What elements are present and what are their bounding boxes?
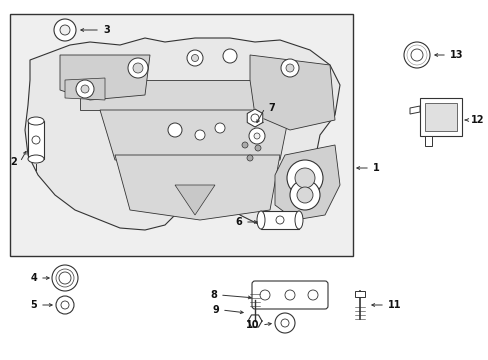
Circle shape <box>248 128 264 144</box>
Polygon shape <box>80 80 309 110</box>
Text: 7: 7 <box>267 103 274 113</box>
Circle shape <box>296 187 312 203</box>
Circle shape <box>223 49 237 63</box>
Polygon shape <box>100 110 289 160</box>
Circle shape <box>59 272 71 284</box>
Circle shape <box>52 265 78 291</box>
Bar <box>10 14 352 256</box>
Ellipse shape <box>294 211 303 229</box>
Bar <box>261 211 298 229</box>
Polygon shape <box>247 109 262 127</box>
Circle shape <box>61 301 69 309</box>
Polygon shape <box>247 315 262 327</box>
Text: 13: 13 <box>449 50 463 60</box>
Text: 5: 5 <box>30 300 37 310</box>
Polygon shape <box>249 55 334 130</box>
Circle shape <box>168 123 182 137</box>
Circle shape <box>76 80 94 98</box>
Circle shape <box>195 130 204 140</box>
Ellipse shape <box>257 211 264 229</box>
Circle shape <box>60 25 70 35</box>
Circle shape <box>289 180 319 210</box>
Polygon shape <box>115 155 280 220</box>
Text: 11: 11 <box>387 300 401 310</box>
Circle shape <box>281 59 298 77</box>
Polygon shape <box>175 185 215 215</box>
Text: 6: 6 <box>235 217 242 227</box>
Circle shape <box>274 313 294 333</box>
Text: 2: 2 <box>10 157 17 167</box>
Circle shape <box>410 49 422 61</box>
Circle shape <box>246 155 252 161</box>
Circle shape <box>285 64 293 72</box>
Polygon shape <box>60 55 150 100</box>
Polygon shape <box>65 78 105 100</box>
Text: 4: 4 <box>30 273 37 283</box>
Text: 3: 3 <box>103 25 109 35</box>
Circle shape <box>81 85 89 93</box>
Circle shape <box>250 114 259 122</box>
Polygon shape <box>25 38 339 230</box>
Bar <box>424 103 456 131</box>
Circle shape <box>133 63 142 73</box>
Circle shape <box>128 58 148 78</box>
Ellipse shape <box>28 155 44 163</box>
Polygon shape <box>424 136 431 146</box>
Ellipse shape <box>28 117 44 125</box>
Text: 8: 8 <box>210 290 217 300</box>
Circle shape <box>186 50 203 66</box>
Polygon shape <box>274 145 339 220</box>
Circle shape <box>275 216 284 224</box>
Circle shape <box>286 160 323 196</box>
Text: 10: 10 <box>245 320 259 330</box>
Polygon shape <box>409 106 419 114</box>
Bar <box>28 121 44 159</box>
Bar <box>354 291 364 297</box>
Circle shape <box>281 319 288 327</box>
Circle shape <box>242 142 247 148</box>
Circle shape <box>403 42 429 68</box>
FancyBboxPatch shape <box>251 281 327 309</box>
Circle shape <box>215 123 224 133</box>
Bar <box>419 98 461 136</box>
Circle shape <box>294 168 314 188</box>
Text: 9: 9 <box>212 305 219 315</box>
Circle shape <box>56 296 74 314</box>
Circle shape <box>253 133 260 139</box>
Circle shape <box>191 54 198 62</box>
Circle shape <box>32 136 40 144</box>
Text: 1: 1 <box>372 163 379 173</box>
Circle shape <box>254 145 261 151</box>
Circle shape <box>54 19 76 41</box>
Text: 12: 12 <box>470 115 484 125</box>
